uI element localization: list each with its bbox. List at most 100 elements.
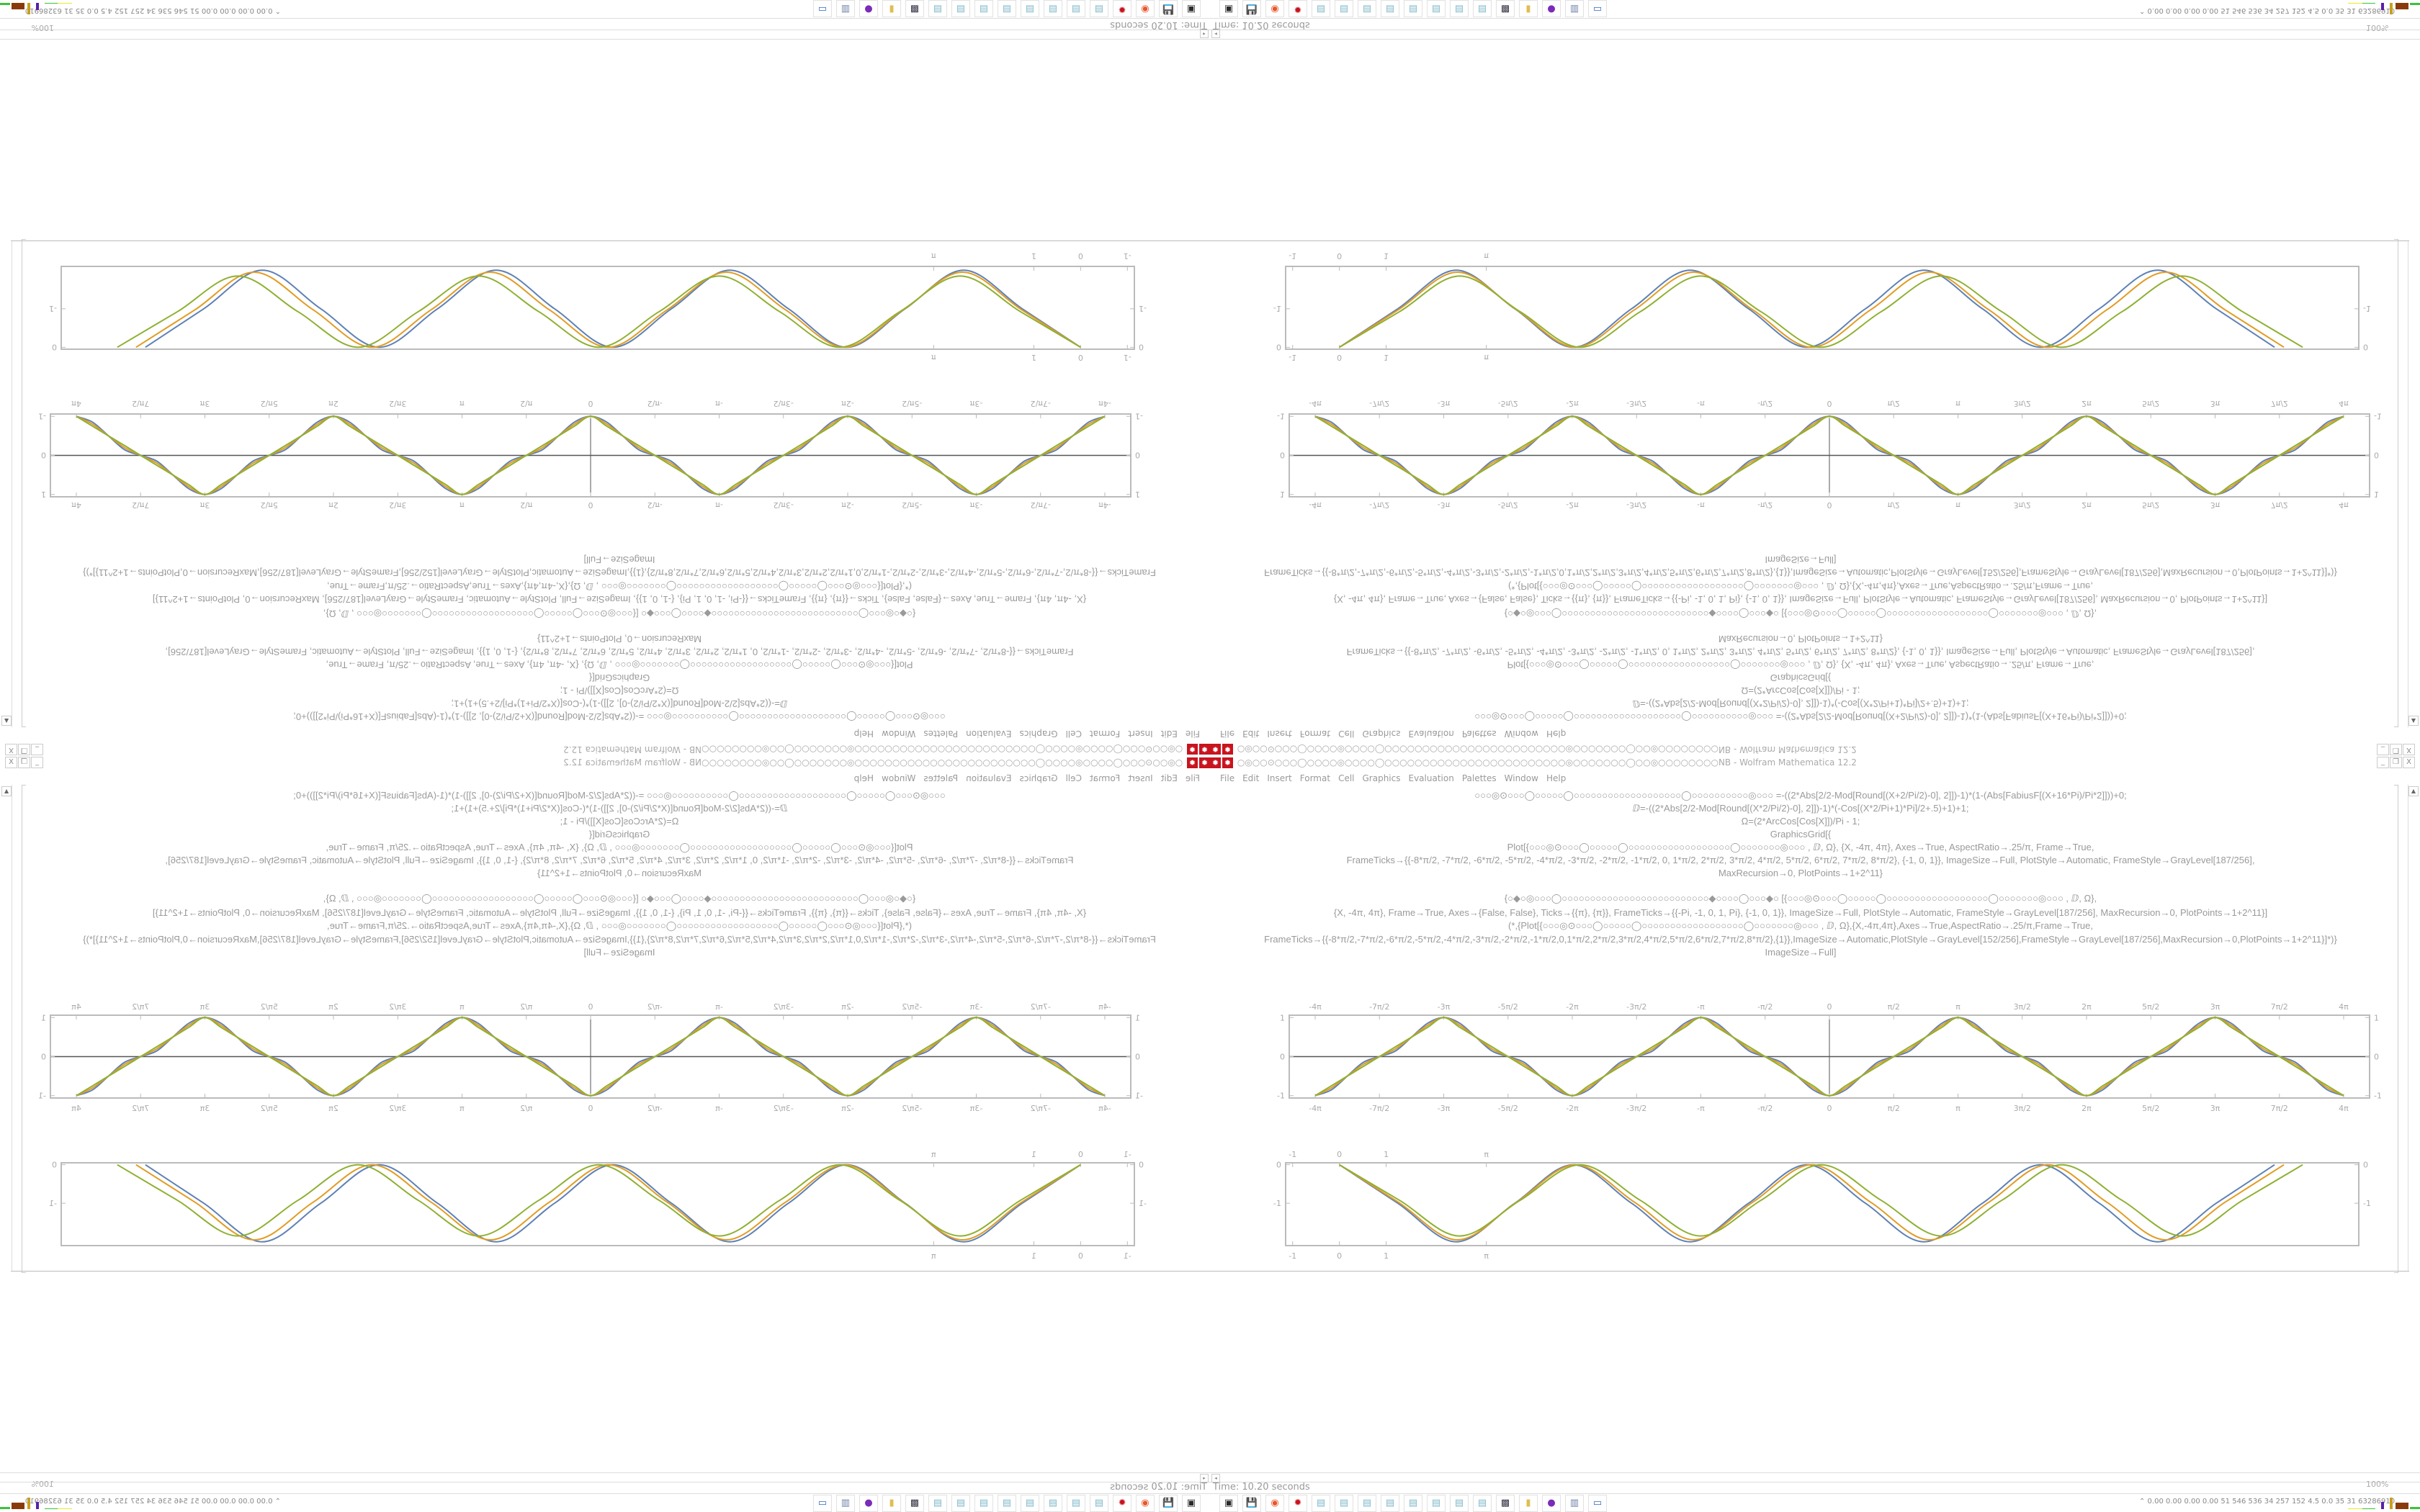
zoom-level[interactable]: 100% bbox=[2366, 23, 2389, 32]
terminal-icon[interactable]: ▣ bbox=[1219, 1495, 1238, 1512]
notepad-icon[interactable]: ▤ bbox=[1067, 1495, 1085, 1512]
menu-file[interactable]: File bbox=[1220, 773, 1235, 783]
webcam-monitor-icon[interactable]: ▩ bbox=[1496, 0, 1515, 17]
zoom-level[interactable]: 100% bbox=[2366, 1480, 2389, 1489]
notepad-icon[interactable]: ▤ bbox=[1358, 0, 1376, 17]
purple-app-icon[interactable]: ● bbox=[859, 1495, 878, 1512]
window-icon[interactable]: ▭ bbox=[813, 1495, 832, 1512]
notepad-icon[interactable]: ▤ bbox=[951, 1495, 970, 1512]
vertical-scrollbar[interactable] bbox=[2408, 240, 2419, 727]
notepad-icon[interactable]: ▤ bbox=[1404, 1495, 1422, 1512]
code-line[interactable]: FrameTicks→{{-8*π/2,-7*π/2,-6*π/2,-5*π/2… bbox=[1264, 934, 2337, 945]
code-line[interactable]: (*,{Plot[{○○○◎⊙○○○◯○○○○○◯○○○○○○○○○○○○○○○… bbox=[1508, 920, 2093, 931]
zoom-level[interactable]: 100% bbox=[31, 1480, 54, 1489]
purple-app-icon[interactable]: ● bbox=[1542, 1495, 1561, 1512]
notepad-icon[interactable]: ▤ bbox=[1427, 1495, 1446, 1512]
code-line[interactable]: MaxRecursion→0, PlotPoints→1+2^11} bbox=[1718, 868, 1883, 878]
menu-graphics[interactable]: Graphics bbox=[1362, 773, 1401, 783]
mathematica-icon[interactable]: ✹ bbox=[1113, 1495, 1131, 1512]
notepad-icon[interactable]: ▤ bbox=[1044, 1495, 1062, 1512]
scroll-up-arrow-icon[interactable]: ▲ bbox=[2408, 786, 2419, 796]
menu-edit[interactable]: Edit bbox=[1242, 773, 1260, 783]
restore-button[interactable]: ❐ bbox=[2390, 757, 2402, 768]
notepad-icon[interactable]: ▤ bbox=[1021, 1495, 1039, 1512]
code-line[interactable]: {X, -4π, 4π}, Frame→True, Axes→{False, F… bbox=[1333, 907, 2268, 918]
menu-palettes[interactable]: Palettes bbox=[1461, 773, 1497, 783]
notepad-icon[interactable]: ▤ bbox=[1021, 0, 1039, 17]
mathematica-icon[interactable]: ✹ bbox=[1289, 1495, 1307, 1512]
cell-bracket[interactable] bbox=[2394, 785, 2398, 1273]
code-line[interactable]: Ω=(2*ArcCos[Cos[X]])/Pi - 1; bbox=[1741, 816, 1860, 827]
notepad-icon[interactable]: ▤ bbox=[928, 0, 947, 17]
menu-help[interactable]: Help bbox=[1546, 773, 1567, 783]
horizontal-scrollbar[interactable] bbox=[1210, 30, 2420, 40]
notepad-icon[interactable]: ▤ bbox=[1067, 0, 1085, 17]
webcam-monitor-icon[interactable]: ▩ bbox=[905, 0, 924, 17]
notepad-icon[interactable]: ▤ bbox=[951, 0, 970, 17]
folder-icon[interactable]: ▮ bbox=[1519, 0, 1538, 17]
cell-bracket[interactable] bbox=[2394, 239, 2398, 727]
notepad-icon[interactable]: ▤ bbox=[928, 1495, 947, 1512]
notepad-icon[interactable]: ▤ bbox=[1473, 0, 1492, 17]
zoom-level[interactable]: 100% bbox=[31, 23, 54, 32]
floppy-64-icon[interactable]: 💾 bbox=[1159, 0, 1178, 17]
scroll-left-arrow-icon[interactable]: ◂ bbox=[1211, 30, 1220, 38]
notepad-icon[interactable]: ▤ bbox=[998, 0, 1016, 17]
vertical-scrollbar[interactable] bbox=[1, 785, 12, 1272]
folder-icon[interactable]: ▮ bbox=[1519, 1495, 1538, 1512]
vertical-scrollbar[interactable] bbox=[2408, 785, 2419, 1272]
scroll-up-arrow-icon[interactable]: ▲ bbox=[1, 786, 12, 796]
notepad-icon[interactable]: ▤ bbox=[1473, 1495, 1492, 1512]
window-icon[interactable]: ▭ bbox=[1588, 0, 1607, 17]
webcam-monitor-icon[interactable]: ▩ bbox=[905, 1495, 924, 1512]
floppy-64-icon[interactable]: 💾 bbox=[1159, 1495, 1178, 1512]
document-icon[interactable]: ▥ bbox=[836, 0, 855, 17]
notepad-icon[interactable]: ▤ bbox=[998, 1495, 1016, 1512]
folder-icon[interactable]: ▮ bbox=[882, 1495, 901, 1512]
terminal-icon[interactable]: ▣ bbox=[1182, 0, 1201, 17]
code-line[interactable]: ○○○◎⊙○○○◯○○○○○◯○○○○○○○○○○○○○○○○○○○◯○○○○○… bbox=[1474, 790, 2127, 801]
notepad-icon[interactable]: ▤ bbox=[1427, 0, 1446, 17]
purple-app-icon[interactable]: ● bbox=[1542, 0, 1561, 17]
purple-app-icon[interactable]: ● bbox=[859, 0, 878, 17]
notepad-icon[interactable]: ▤ bbox=[974, 0, 993, 17]
code-line[interactable]: ⅅ=-((2*Abs[2/2-Mod[Round[(X*2/Pi/2)-0], … bbox=[1632, 803, 1969, 814]
notepad-icon[interactable]: ▤ bbox=[1312, 1495, 1330, 1512]
notepad-icon[interactable]: ▤ bbox=[1090, 0, 1108, 17]
cell-bracket[interactable] bbox=[22, 785, 26, 1273]
floppy-64-icon[interactable]: 💾 bbox=[1242, 1495, 1261, 1512]
firefox-icon[interactable]: ◉ bbox=[1265, 1495, 1284, 1512]
scroll-left-arrow-icon[interactable]: ◂ bbox=[1200, 30, 1209, 38]
minimize-button[interactable]: _ bbox=[2377, 757, 2389, 768]
document-icon[interactable]: ▥ bbox=[836, 1495, 855, 1512]
notepad-icon[interactable]: ▤ bbox=[1335, 0, 1353, 17]
menu-cell[interactable]: Cell bbox=[1338, 773, 1355, 783]
menu-evaluation[interactable]: Evaluation bbox=[1408, 773, 1454, 783]
firefox-icon[interactable]: ◉ bbox=[1136, 1495, 1155, 1512]
document-icon[interactable]: ▥ bbox=[1565, 1495, 1584, 1512]
notepad-icon[interactable]: ▤ bbox=[1335, 1495, 1353, 1512]
notepad-icon[interactable]: ▤ bbox=[1450, 1495, 1469, 1512]
menu-insert[interactable]: Insert bbox=[1267, 773, 1292, 783]
notepad-icon[interactable]: ▤ bbox=[1404, 0, 1422, 17]
notepad-icon[interactable]: ▤ bbox=[1358, 1495, 1376, 1512]
window-icon[interactable]: ▭ bbox=[1588, 1495, 1607, 1512]
notepad-icon[interactable]: ▤ bbox=[1312, 0, 1330, 17]
terminal-icon[interactable]: ▣ bbox=[1219, 0, 1238, 17]
close-button[interactable]: X bbox=[2403, 757, 2415, 768]
mathematica-icon[interactable]: ✹ bbox=[1113, 0, 1131, 17]
floppy-64-icon[interactable]: 💾 bbox=[1242, 0, 1261, 17]
notepad-icon[interactable]: ▤ bbox=[1450, 0, 1469, 17]
mathematica-icon[interactable]: ✹ bbox=[1289, 0, 1307, 17]
code-line[interactable]: FrameTicks→{{-8*π/2, -7*π/2, -6*π/2, -5*… bbox=[1346, 855, 2255, 865]
notepad-icon[interactable]: ▤ bbox=[1381, 1495, 1399, 1512]
code-line[interactable]: ImageSize→Full] bbox=[1765, 947, 1837, 958]
folder-icon[interactable]: ▮ bbox=[882, 0, 901, 17]
menu-format[interactable]: Format bbox=[1299, 773, 1331, 783]
menu-window[interactable]: Window bbox=[1504, 773, 1538, 783]
vertical-scrollbar[interactable] bbox=[1, 240, 12, 727]
horizontal-scrollbar[interactable] bbox=[1210, 1472, 2420, 1482]
scroll-up-arrow-icon[interactable]: ▲ bbox=[1, 716, 12, 726]
notepad-icon[interactable]: ▤ bbox=[1090, 1495, 1108, 1512]
terminal-icon[interactable]: ▣ bbox=[1182, 1495, 1201, 1512]
